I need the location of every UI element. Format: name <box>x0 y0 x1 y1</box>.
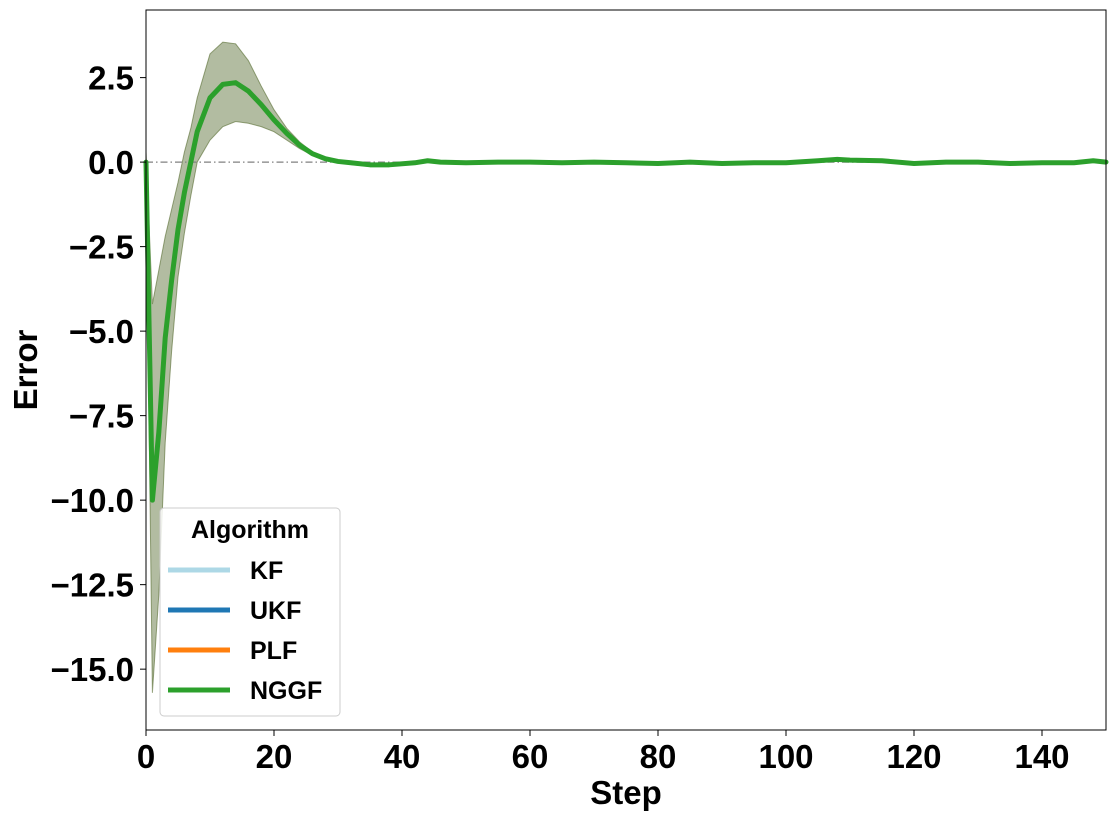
x-tick-label: 20 <box>256 738 293 775</box>
x-tick-label: 40 <box>384 738 421 775</box>
legend-label-nggf: NGGF <box>250 677 322 705</box>
legend-label-kf: KF <box>250 557 283 585</box>
x-tick-label: 100 <box>758 738 813 775</box>
x-tick-label: 0 <box>137 738 155 775</box>
series-line-nggf <box>143 80 1109 503</box>
series-layer <box>143 80 1109 503</box>
y-axis-label: Error <box>7 329 44 410</box>
x-tick-label: 140 <box>1014 738 1069 775</box>
plot-area-frame <box>145 9 1107 731</box>
y-tick-label: −2.5 <box>69 229 134 266</box>
y-tick-label: −10.0 <box>51 482 135 519</box>
y-tick-label: 2.5 <box>88 60 134 97</box>
y-tick-label: 0.0 <box>88 144 134 181</box>
y-axis: 2.5 0.0 −2.5 −5.0 −7.5 −10.0 −12.5 −15.0 <box>51 60 146 688</box>
legend-label-ukf: UKF <box>250 597 301 625</box>
legend: Algorithm KF UKF PLF NGGF <box>159 507 341 717</box>
legend-box <box>159 507 341 717</box>
legend-label-plf: PLF <box>250 637 297 665</box>
y-tick-label: −5.0 <box>69 313 134 350</box>
x-tick-label: 60 <box>512 738 549 775</box>
legend-title: Algorithm <box>191 516 309 544</box>
x-axis: 0 20 40 60 80 100 120 140 <box>137 730 1070 775</box>
y-tick-label: −7.5 <box>69 398 134 435</box>
x-axis-label: Step <box>590 774 662 811</box>
x-tick-label: 120 <box>886 738 941 775</box>
y-tick-label: −12.5 <box>51 567 135 604</box>
y-tick-label: −15.0 <box>51 651 135 688</box>
x-tick-label: 80 <box>640 738 677 775</box>
